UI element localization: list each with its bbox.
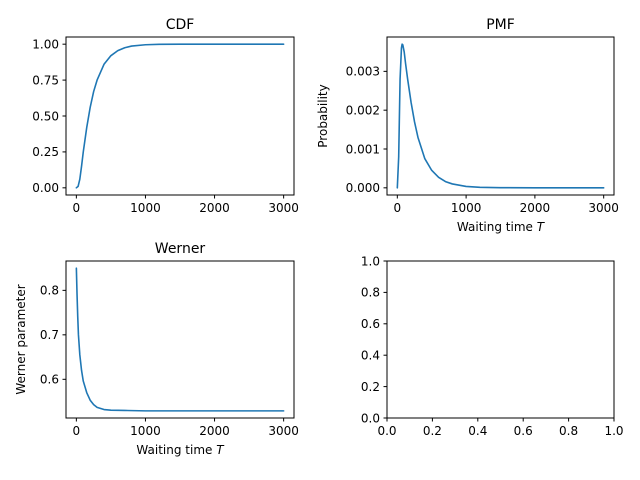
empty-panel: 0.0 0.2 0.4 0.6 0.8 1.0 0.0 0.2 0.4 0.6 0.8 1.0 (361, 254, 624, 438)
empty-x-tick-label: 0.0 (377, 424, 396, 438)
werner-axes-frame (65, 260, 295, 419)
cdf-panel: 0 1000 2000 3000 0.00 0.25 0.50 0.75 1.00 CDF (32, 17, 299, 215)
cdf-y-tick-label: 0.50 (32, 109, 59, 123)
cdf-x-tick-label: 2000 (199, 201, 230, 215)
cdf-y-tick-label: 1.00 (32, 37, 59, 51)
pmf-y-tick-label: 0.001 (346, 142, 380, 156)
pmf-axes-frame (386, 36, 615, 196)
pmf-y-tick-label: 0.003 (346, 65, 380, 79)
cdf-x-tick-label: 3000 (268, 201, 299, 215)
werner-x-tick-label: 0 (73, 424, 81, 438)
empty-x-tick-label: 0.6 (514, 424, 533, 438)
empty-x-tick-label: 0.8 (559, 424, 578, 438)
cdf-y-tick-label: 0.00 (32, 181, 59, 195)
werner-y-axis-label: Werner parameter (14, 284, 28, 394)
werner-y-tick-label: 0.6 (40, 373, 59, 387)
empty-x-tick-label: 1.0 (604, 424, 623, 438)
empty-y-tick-label: 0.2 (361, 380, 380, 394)
cdf-y-tick-label: 0.25 (32, 145, 59, 159)
empty-x-tick-label: 0.4 (468, 424, 487, 438)
pmf-x-tick-label: 0 (393, 201, 401, 215)
werner-x-axis-label: Waiting time T (136, 443, 225, 457)
pmf-y-axis-label: Probability (316, 84, 330, 147)
cdf-title: CDF (166, 17, 195, 33)
pmf-y-tick-label: 0.002 (346, 103, 380, 117)
pmf-x-tick-label: 2000 (520, 201, 551, 215)
pmf-x-tick-label: 3000 (588, 201, 619, 215)
pmf-x-tick-label: 1000 (451, 201, 482, 215)
empty-y-tick-label: 0.0 (361, 411, 380, 425)
pmf-x-axis-label: Waiting time T (457, 220, 546, 234)
werner-title: Werner (155, 241, 206, 257)
werner-x-tick-label: 2000 (199, 424, 230, 438)
empty-x-tick-label: 0.2 (423, 424, 442, 438)
werner-series-line-0 (75, 267, 285, 412)
empty-y-tick-label: 0.6 (361, 317, 380, 331)
cdf-x-tick-label: 0 (73, 201, 81, 215)
pmf-y-tick-label: 0.000 (346, 181, 380, 195)
cdf-axes-frame (65, 36, 295, 196)
werner-panel: 0 1000 2000 3000 0.6 0.7 0.8 Werner Waiting time… (14, 241, 299, 457)
werner-y-tick-label: 0.8 (40, 284, 59, 298)
empty-y-tick-label: 0.8 (361, 286, 380, 300)
empty-y-tick-label: 1.0 (361, 254, 380, 268)
werner-y-tick-label: 0.7 (40, 328, 59, 342)
empty-axes-frame (386, 260, 615, 419)
cdf-series-line-0 (75, 43, 285, 189)
pmf-series-line-0 (396, 43, 605, 189)
cdf-x-tick-label: 1000 (130, 201, 161, 215)
werner-x-tick-label: 3000 (268, 424, 299, 438)
pmf-title: PMF (486, 17, 515, 33)
werner-x-tick-label: 1000 (130, 424, 161, 438)
pmf-panel: 0 1000 2000 3000 0.000 0.001 0.002 0.003 PMF Wait… (316, 17, 619, 234)
cdf-y-tick-label: 0.75 (32, 73, 59, 87)
empty-y-tick-label: 0.4 (361, 349, 380, 363)
